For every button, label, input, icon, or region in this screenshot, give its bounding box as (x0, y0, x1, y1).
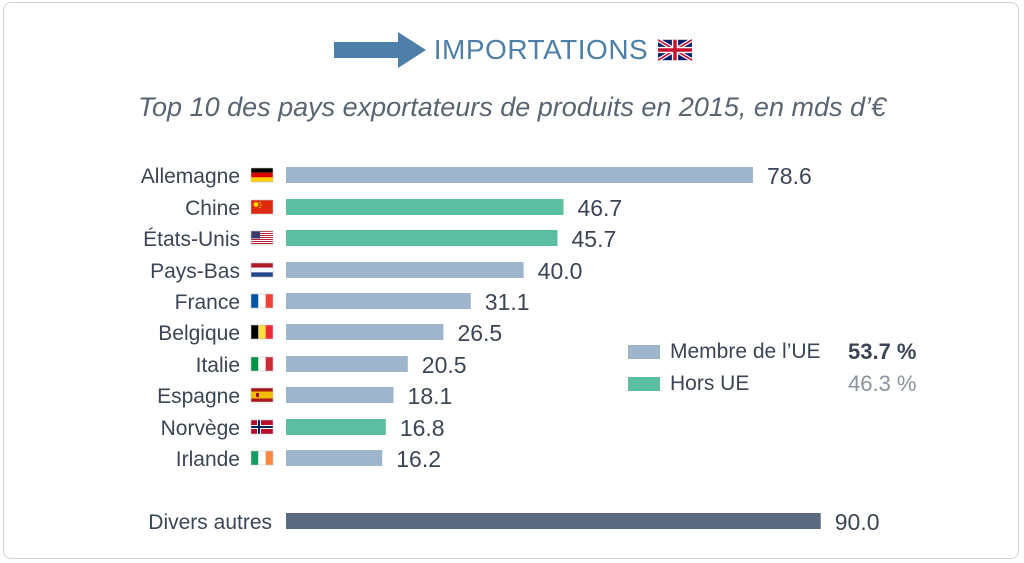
category-label: États-Unis (143, 228, 240, 251)
china-flag-icon (250, 199, 274, 215)
legend-item-non-eu: Hors UE 46.3 % (628, 368, 917, 400)
value-label: 31.1 (485, 289, 530, 315)
germany-flag-icon (250, 167, 274, 183)
belgium-flag-icon (250, 324, 274, 340)
usa-flag-icon (250, 230, 274, 246)
ireland-flag-icon (250, 450, 274, 466)
value-label: 20.5 (422, 352, 467, 378)
bar (286, 419, 386, 435)
value-label: 46.7 (577, 195, 622, 221)
legend-swatch-eu (628, 345, 660, 359)
category-label: Allemagne (141, 165, 240, 188)
value-label: 78.6 (767, 163, 812, 189)
legend: Membre de l’UE 53.7 % Hors UE 46.3 % (628, 336, 917, 400)
bar (286, 450, 383, 466)
right-arrow-icon (333, 32, 426, 68)
value-label: 26.5 (457, 320, 502, 346)
norway-flag-icon (250, 419, 274, 435)
legend-item-eu: Membre de l’UE 53.7 % (628, 336, 917, 368)
legend-swatch-non-eu (628, 377, 660, 391)
category-label: France (175, 291, 240, 314)
bar (286, 230, 558, 246)
italy-flag-icon (250, 356, 274, 372)
category-label: Divers autres (148, 511, 272, 534)
bar (286, 356, 408, 372)
france-flag-icon (250, 293, 274, 309)
bar (286, 324, 444, 340)
category-label: Irlande (176, 448, 240, 471)
value-label: 45.7 (572, 226, 617, 252)
uk-flag-icon (658, 39, 693, 61)
category-label: Espagne (157, 385, 240, 408)
bar (286, 199, 564, 215)
bar (286, 513, 821, 529)
chart-card (3, 2, 1019, 559)
category-label: Italie (196, 354, 240, 377)
value-label: 40.0 (538, 258, 583, 284)
bar (286, 293, 471, 309)
bar (286, 387, 394, 403)
category-label: Belgique (158, 322, 240, 345)
legend-pct-non-eu: 46.3 % (848, 371, 917, 396)
legend-label-eu: Membre de l’UE (670, 340, 821, 363)
value-label: 16.2 (396, 446, 441, 472)
legend-label-non-eu: Hors UE (670, 372, 750, 395)
bar (286, 167, 753, 183)
category-label: Norvège (161, 417, 240, 440)
netherlands-flag-icon (250, 262, 274, 278)
category-label: Pays-Bas (150, 260, 240, 283)
chart-title: Top 10 des pays exportateurs de produits… (138, 92, 886, 122)
header-title: IMPORTATIONS (433, 34, 649, 65)
category-label: Chine (185, 197, 240, 220)
spain-flag-icon (250, 387, 274, 403)
value-label: 18.1 (408, 383, 453, 409)
value-label: 90.0 (835, 509, 880, 535)
legend-pct-eu: 53.7 % (848, 339, 917, 364)
value-label: 16.8 (400, 415, 445, 441)
bar (286, 262, 524, 278)
header: IMPORTATIONS (0, 26, 1024, 74)
